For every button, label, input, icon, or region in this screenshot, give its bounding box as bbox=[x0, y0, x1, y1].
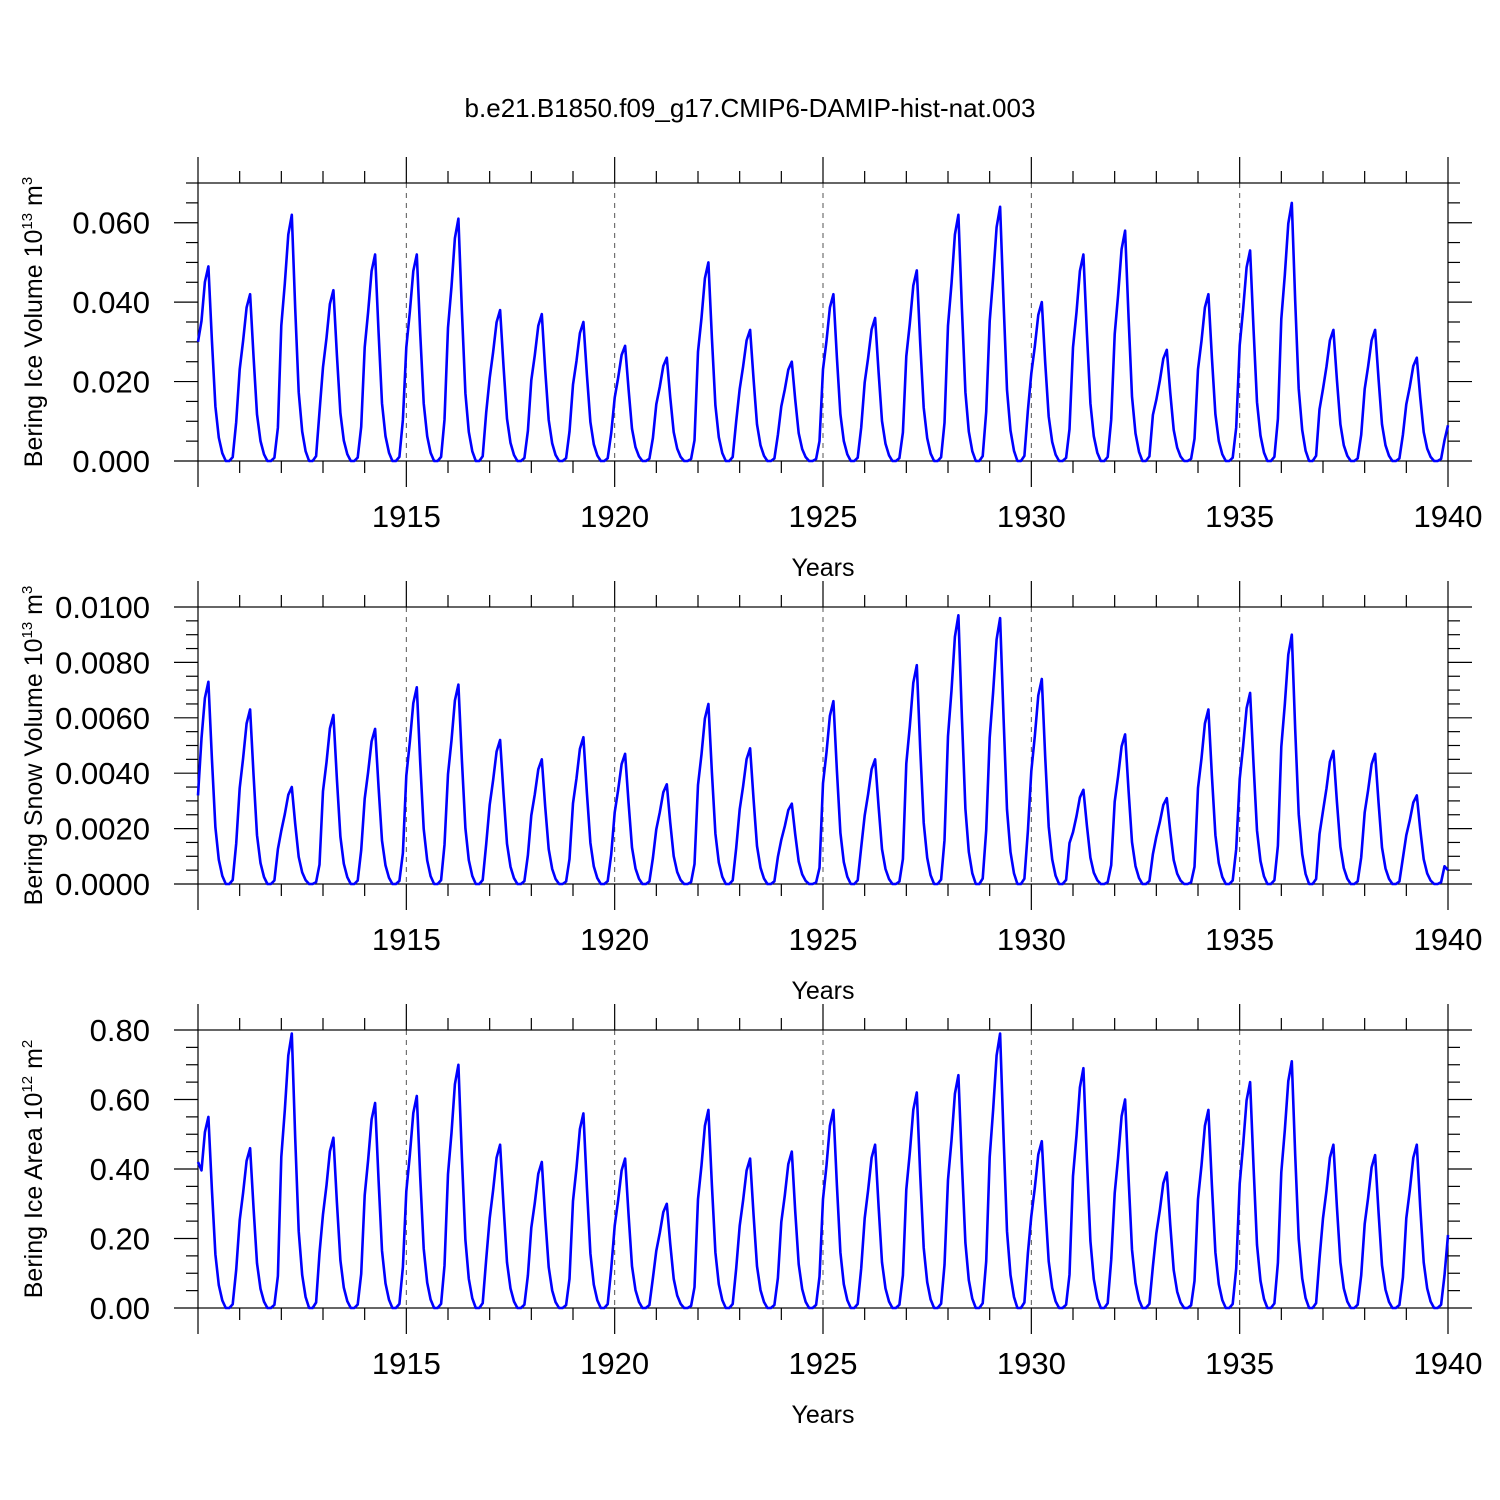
y-tick-label: 0.40 bbox=[90, 1152, 150, 1187]
y-axis-title-unit-exponent: 3 bbox=[19, 586, 36, 594]
panel-2: 0.0000 0.0020 0.0040 0.0060 0.0080 0.0100 1915… bbox=[19, 581, 1482, 1005]
panel-3: 0.00 0.20 0.40 0.60 0.80 1915 1920 1925 1930 1935… bbox=[19, 1004, 1482, 1429]
y-tick-label: 0.060 bbox=[72, 206, 150, 241]
y-tick-label: 0.0060 bbox=[55, 701, 150, 736]
y-axis-title-unit-exponent: 3 bbox=[19, 177, 36, 185]
series-line bbox=[196, 614, 1449, 886]
x-tick-label: 1930 bbox=[997, 1346, 1066, 1381]
y-tick-label: 0.0100 bbox=[55, 590, 150, 625]
series-line bbox=[196, 201, 1450, 463]
x-tick-label: 1940 bbox=[1414, 922, 1483, 957]
y-tick-label: 0.0000 bbox=[55, 867, 150, 902]
y-axis-title: Bering Ice Area 1012 m2 bbox=[19, 1040, 48, 1299]
x-tick-label: 1925 bbox=[789, 499, 858, 534]
x-tick-label: 1915 bbox=[372, 922, 441, 957]
y-axis-title-unit: m bbox=[20, 185, 48, 213]
y-axis-title-unit: m bbox=[20, 594, 48, 622]
x-tick-label: 1920 bbox=[580, 1346, 649, 1381]
y-tick-label: 0.020 bbox=[72, 365, 150, 400]
x-tick-label: 1930 bbox=[997, 499, 1066, 534]
y-tick-label: 0.0080 bbox=[55, 645, 150, 680]
x-tick-label: 1935 bbox=[1205, 499, 1274, 534]
x-axis-title: Years bbox=[791, 977, 854, 1005]
y-tick-label: 0.000 bbox=[72, 444, 150, 479]
x-tick-label: 1915 bbox=[372, 1346, 441, 1381]
y-axis-title: Bering Ice Volume 1013 m3 bbox=[19, 177, 48, 467]
x-tick-label: 1935 bbox=[1205, 922, 1274, 957]
y-axis-title-exponent: 12 bbox=[19, 1076, 36, 1093]
y-axis-title-exponent: 13 bbox=[19, 622, 36, 639]
y-tick-label: 0.00 bbox=[90, 1291, 150, 1326]
y-axis-title-text: Bering Ice Volume 10 bbox=[20, 230, 48, 468]
panels: 0.000 0.020 0.040 0.060 1915 1920 1925 1930 1935… bbox=[19, 157, 1482, 1429]
y-tick-label: 0.20 bbox=[90, 1222, 150, 1257]
y-axis-title: Bering Snow Volume 1013 m3 bbox=[19, 586, 48, 906]
x-axis-title: Years bbox=[791, 1401, 854, 1429]
x-tick-label: 1920 bbox=[580, 499, 649, 534]
y-axis-title-text: Bering Ice Area 10 bbox=[20, 1093, 48, 1299]
x-tick-label: 1920 bbox=[580, 922, 649, 957]
y-axis-title-exponent: 13 bbox=[19, 213, 36, 230]
y-tick-label: 0.80 bbox=[90, 1013, 150, 1048]
x-tick-label: 1930 bbox=[997, 922, 1066, 957]
panel-1: 0.000 0.020 0.040 0.060 1915 1920 1925 1930 1935… bbox=[19, 157, 1482, 582]
y-tick-label: 0.040 bbox=[72, 285, 150, 320]
x-tick-label: 1925 bbox=[789, 922, 858, 957]
figure-title: b.e21.B1850.f09_g17.CMIP6-DAMIP-hist-nat… bbox=[465, 93, 1036, 123]
x-axis-title: Years bbox=[791, 554, 854, 582]
y-tick-label: 0.60 bbox=[90, 1083, 150, 1118]
y-axis-title-unit: m bbox=[20, 1048, 48, 1076]
x-tick-label: 1940 bbox=[1414, 1346, 1483, 1381]
x-tick-label: 1925 bbox=[789, 1346, 858, 1381]
series-line bbox=[196, 1032, 1450, 1310]
y-tick-label: 0.0020 bbox=[55, 812, 150, 847]
y-axis-title-unit-exponent: 2 bbox=[19, 1040, 36, 1048]
x-tick-label: 1940 bbox=[1414, 499, 1483, 534]
y-tick-label: 0.0040 bbox=[55, 756, 150, 791]
y-axis-title-text: Bering Snow Volume 10 bbox=[20, 638, 48, 905]
x-tick-label: 1935 bbox=[1205, 1346, 1274, 1381]
x-tick-label: 1915 bbox=[372, 499, 441, 534]
